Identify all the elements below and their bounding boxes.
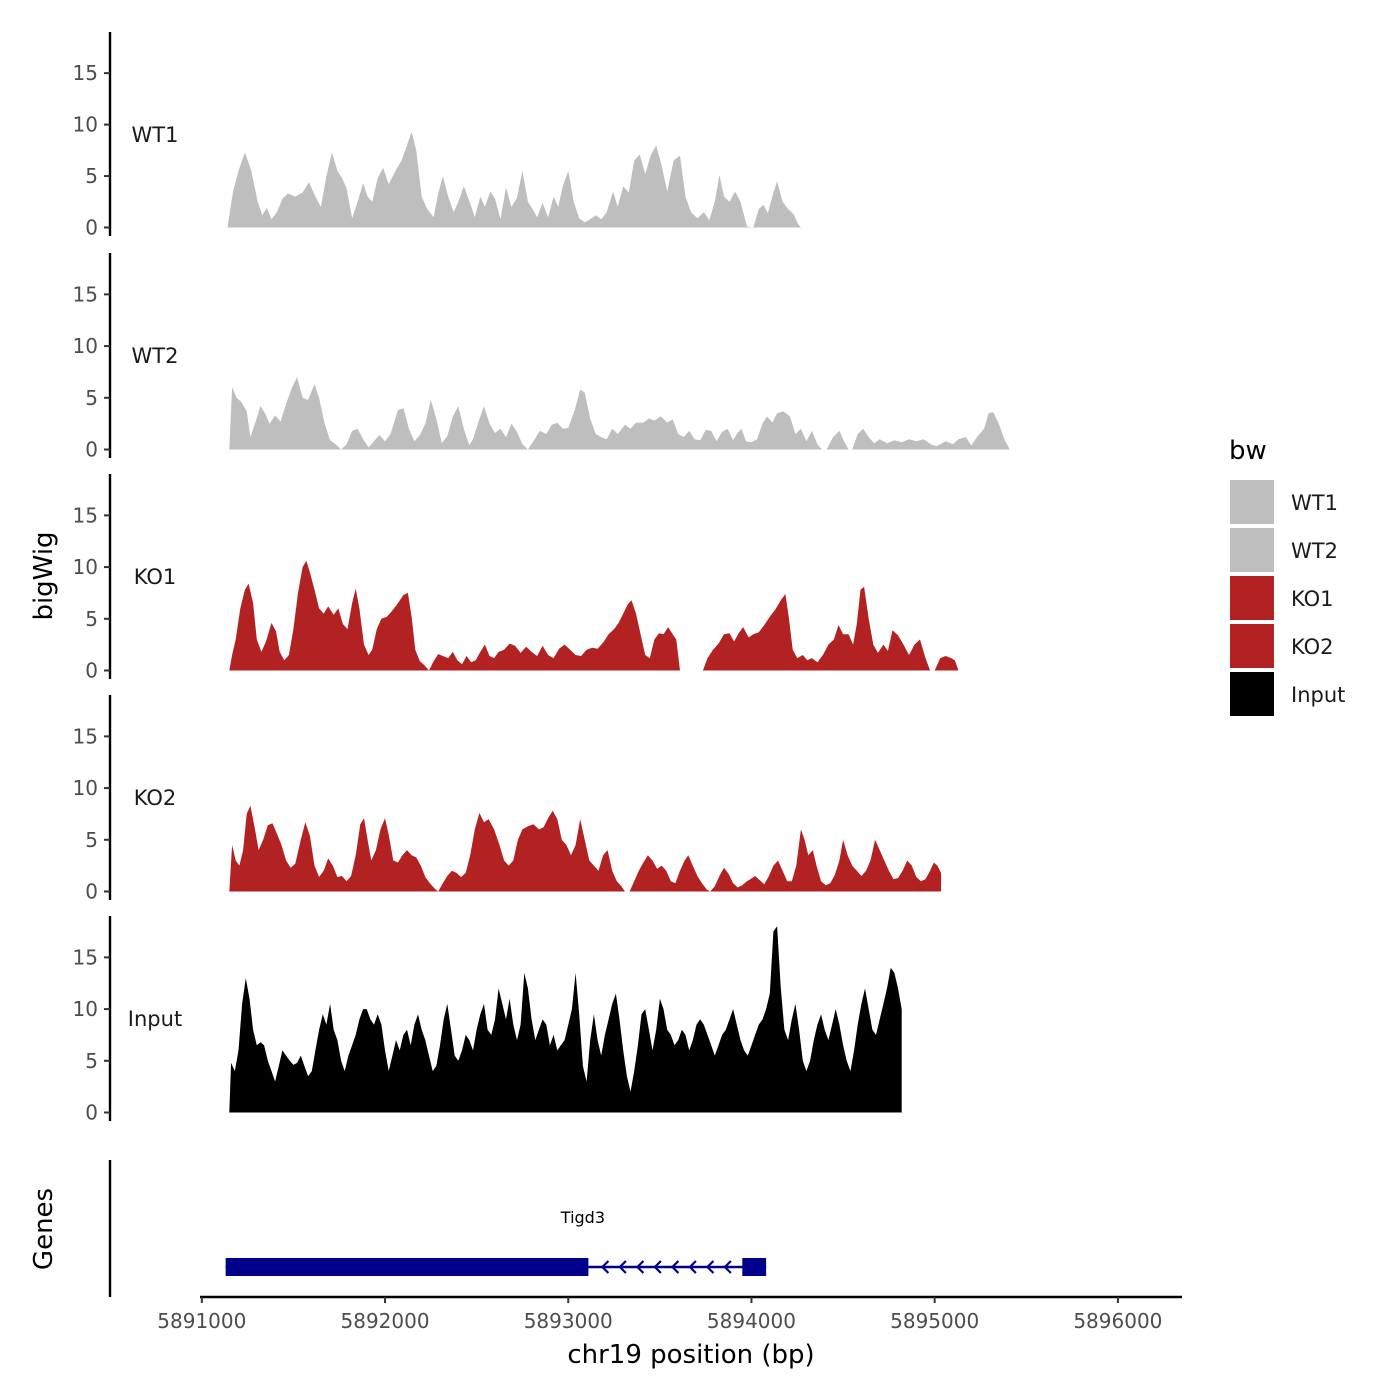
- gene-panel: Tigd3: [108, 1160, 767, 1297]
- y-tick-label: 5: [85, 386, 98, 410]
- area-wt1: [227, 131, 812, 228]
- track-label-wt2: WT2: [132, 344, 179, 368]
- track-label-ko2: KO2: [134, 786, 177, 810]
- gene-models: Tigd3: [225, 1208, 767, 1276]
- x-tick-label: 5892000: [341, 1309, 430, 1333]
- y-tick-label: 5: [85, 607, 98, 631]
- y-tick-label: 5: [85, 164, 98, 188]
- x-tick-label: 5893000: [524, 1309, 613, 1333]
- y-tick-label: 15: [73, 945, 98, 969]
- gene-exon: [742, 1258, 767, 1276]
- area-wt2: [229, 377, 1130, 450]
- track-label-ko1: KO1: [134, 565, 177, 589]
- y-tick-label: 0: [85, 216, 98, 240]
- strand-arrow: [705, 1260, 715, 1274]
- y-tick-label: 10: [73, 113, 98, 137]
- track-label-wt1: WT1: [132, 123, 179, 147]
- x-tick-label: 5895000: [890, 1309, 979, 1333]
- legend-item-ko1: KO1: [1230, 576, 1334, 620]
- y-tick-label: 5: [85, 1049, 98, 1073]
- area-ko1: [229, 560, 1010, 671]
- legend-item-ko2: KO2: [1230, 624, 1334, 668]
- legend-item-wt2: WT2: [1230, 528, 1338, 572]
- track-wt2: 0 5 10 15 WT2: [73, 253, 1130, 462]
- legend-label: WT1: [1291, 491, 1338, 515]
- area-ko2: [229, 805, 942, 892]
- track-ko1: 0 5 10 15 KO1: [73, 474, 1010, 683]
- y-tick-label: 15: [73, 724, 98, 748]
- y-tick-label: 10: [73, 776, 98, 800]
- x-ticks: 5891000 5892000 5893000 5894000 5895000 58960…: [157, 1297, 1162, 1333]
- y-tick-label: 10: [73, 555, 98, 579]
- x-tick-label: 5891000: [157, 1309, 246, 1333]
- track-wt1: 0 5 10 15 WT1: [73, 32, 812, 240]
- legend-label: KO2: [1291, 635, 1334, 659]
- y-tick-label: 10: [73, 334, 98, 358]
- legend-label: WT2: [1291, 539, 1338, 563]
- y-tick-label: 15: [73, 61, 98, 85]
- legend-swatch: [1230, 480, 1274, 524]
- area-input: [229, 926, 902, 1113]
- y-tick-label: 10: [73, 997, 98, 1021]
- strand-arrow: [670, 1260, 680, 1274]
- legend-swatch: [1230, 528, 1274, 572]
- y-tick-label: 0: [85, 659, 98, 683]
- signal-tracks: 0 5 10 15 WT1 0 5 10 15 WT2 0 5 10 15 KO1 0 5 10 15 KO2 0 5 10…: [73, 32, 1130, 1125]
- track-label-input: Input: [128, 1007, 182, 1031]
- legend: bw WT1 WT2 KO1 KO2 Input: [1229, 436, 1345, 716]
- gene-tigd3: Tigd3: [225, 1208, 767, 1276]
- x-tick-label: 5894000: [707, 1309, 796, 1333]
- legend-label: KO1: [1291, 587, 1334, 611]
- gene-exon: [225, 1258, 589, 1276]
- strand-arrow: [635, 1260, 645, 1274]
- y-tick-label: 5: [85, 828, 98, 852]
- legend-swatch: [1230, 624, 1274, 668]
- gene-label: Tigd3: [560, 1208, 605, 1227]
- strand-arrow: [600, 1260, 610, 1274]
- y-tick-label: 0: [85, 1101, 98, 1125]
- y-tick-label: 0: [85, 880, 98, 904]
- strand-arrow: [653, 1260, 662, 1274]
- track-input: 0 5 10 15 Input: [73, 916, 902, 1125]
- strand-arrow: [723, 1260, 732, 1274]
- strand-arrow: [618, 1260, 627, 1274]
- y-tick-label: 15: [73, 282, 98, 306]
- track-ko2: 0 5 10 15 KO2: [73, 695, 942, 904]
- genes-panel-title: Genes: [29, 1188, 59, 1270]
- legend-swatch: [1230, 576, 1274, 620]
- legend-item-input: Input: [1230, 672, 1345, 716]
- x-axis: 5891000 5892000 5893000 5894000 5895000 58960…: [157, 1295, 1182, 1333]
- y-axis-title: bigWig: [29, 531, 59, 620]
- legend-label: Input: [1291, 683, 1345, 707]
- legend-swatch: [1230, 672, 1274, 716]
- y-tick-label: 0: [85, 438, 98, 462]
- legend-items: WT1 WT2 KO1 KO2 Input: [1230, 480, 1345, 716]
- x-axis-title: chr19 position (bp): [567, 1340, 814, 1370]
- strand-arrow: [688, 1260, 697, 1274]
- legend-title: bw: [1229, 436, 1267, 466]
- x-tick-label: 5896000: [1073, 1309, 1162, 1333]
- y-tick-label: 15: [73, 503, 98, 527]
- legend-item-wt1: WT1: [1230, 480, 1338, 524]
